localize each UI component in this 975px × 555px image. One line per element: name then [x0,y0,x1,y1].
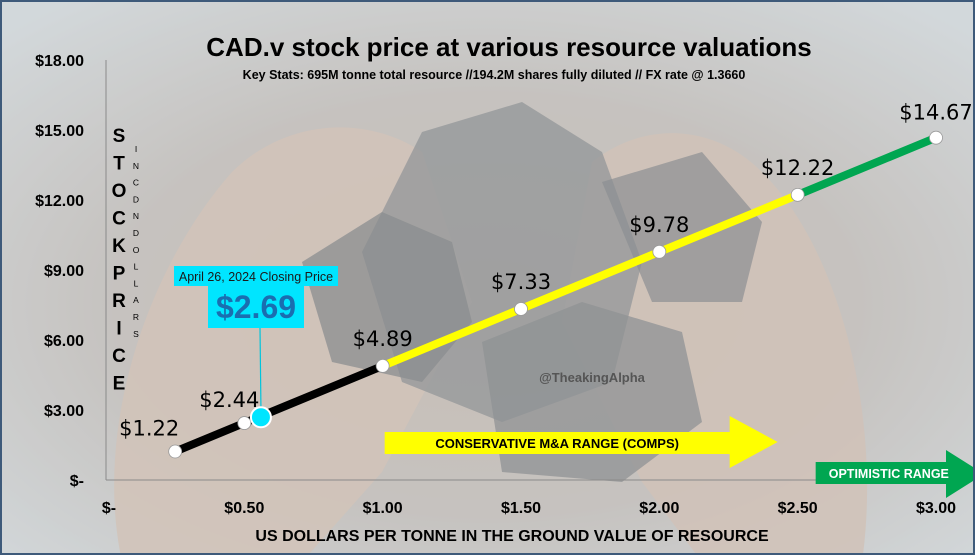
series-segment [796,134,938,199]
y-axis-label-letter: O [112,181,127,202]
series-points [168,130,943,459]
y-axis-sublabel-letter: L [134,278,139,288]
y-tick-label: $15.00 [35,123,84,140]
x-tick-label: $2.00 [639,500,679,517]
current-price-date-label: April 26, 2024 Closing Price [179,270,333,284]
data-point [929,130,943,145]
data-point [168,444,183,459]
y-tick-label: $3.00 [44,403,84,420]
y-axis-sublabel-letter: D [133,194,139,204]
y-axis-sublabel-letter: I [135,144,137,154]
current-price-marker [249,406,272,429]
current-price-value-box [208,286,304,328]
y-axis-sublabel-letter: N [133,161,139,171]
range-arrow-label: CONSERVATIVE M&A RANGE (COMPS) [435,436,679,451]
x-tick-label: $3.00 [916,500,956,517]
y-axis-sublabel-letter: C [133,178,139,188]
x-tick-label: $0.50 [224,500,264,517]
x-tick-label: $- [102,500,116,517]
data-point [375,358,390,373]
y-axis-sublabel-letter: D [133,228,139,238]
x-tick-label: $1.00 [363,500,403,517]
y-axis-label-letter: R [112,291,126,312]
y-axis-label-letter: C [112,346,126,367]
point-labels: $1.22 $2.44 $4.89 $7.33 $9.78 $12.22 $14.67 [119,101,973,441]
point-label: $12.22 [761,156,834,180]
point-label: $1.22 [119,417,179,441]
y-tick-label: $- [70,473,84,490]
series-segment [381,191,800,370]
point-label: $9.78 [629,213,689,237]
y-axis-label-letter: K [112,236,126,257]
data-point [652,244,667,259]
range-arrow [384,416,778,468]
y-axis-sublabel-letter: R [133,312,139,322]
data-point [790,187,805,202]
y-axis-label-letter: C [112,209,126,230]
y-axis-sublabel-letter: L [134,262,139,272]
y-tick-label: $12.00 [35,193,84,210]
y-axis-label-letter: E [113,374,126,395]
y-axis-sublabel-letter: S [133,329,139,339]
point-label: $7.33 [491,270,551,294]
chart-title: CAD.v stock price at various resource va… [206,32,811,62]
y-axis-label-letter: S [113,126,126,147]
current-price-value-label: $2.69 [216,289,296,325]
y-axis-sublabel-letter: N [133,211,139,221]
range-arrow-label: OPTIMISTIC RANGE [829,467,949,481]
range-arrow [815,450,973,498]
range-arrows: CONSERVATIVE M&A RANGE (COMPS) OPTIMISTIC… [384,416,973,498]
data-point [237,416,252,430]
data-point [514,302,528,316]
x-tick-labels: $- $0.50 $1.00 $1.50 $2.00 $2.50 $3.00 [102,500,956,517]
watermark: @TheakingAlpha [539,370,646,385]
y-tick-label: $18.00 [35,53,84,70]
point-label: $14.67 [899,101,972,125]
y-tick-label: $6.00 [44,333,84,350]
y-tick-labels: $- $3.00 $6.00 $9.00 $12.00 $15.00 $18.00 [35,53,84,490]
series-segment [173,362,385,456]
x-tick-label: $2.50 [778,500,818,517]
x-axis-label: US DOLLARS PER TONNE IN THE GROUND VALUE… [255,528,769,545]
point-label: $2.44 [199,388,259,412]
y-axis-label-letter: T [113,154,125,175]
point-label: $4.89 [353,327,413,351]
series-segments [173,134,938,456]
y-axis-label-letter: P [113,264,126,285]
y-axis-sublabel-letter: A [133,295,139,305]
current-price-date-box [174,266,338,286]
x-tick-label: $1.50 [501,500,541,517]
y-axis-label-letter: I [116,319,121,340]
y-axis-sublabel-letter: O [133,245,140,255]
chart-subtitle: Key Stats: 695M tonne total resource //1… [243,68,746,82]
y-tick-label: $9.00 [44,263,84,280]
current-price-callout: April 26, 2024 Closing Price $2.69 [174,266,338,429]
current-price-connector [259,327,262,408]
